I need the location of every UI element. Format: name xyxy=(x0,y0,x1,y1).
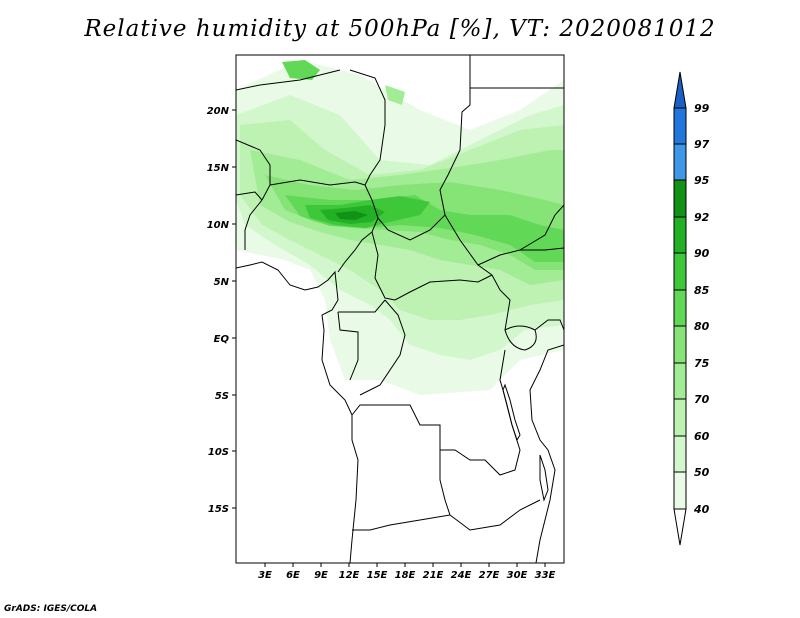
lon-label: 21E xyxy=(423,570,444,581)
border-sudan-ethiopia xyxy=(519,204,564,251)
lat-label: 10N xyxy=(207,220,230,231)
colorbar-label: 92 xyxy=(694,211,710,224)
border-mali-burkina xyxy=(236,191,263,201)
colorbar-label: 70 xyxy=(694,393,710,406)
footer-credit: GrADS: IGES/COLA xyxy=(4,604,98,614)
lake-tanganyika xyxy=(502,383,521,442)
colorbar-segment-90-92 xyxy=(673,216,687,254)
lon-label: 30E xyxy=(507,570,528,581)
lat-label: 15N xyxy=(207,163,230,174)
border-drc-uganda xyxy=(491,274,511,331)
colorbar-segment-40-50 xyxy=(673,471,687,510)
lat-label: EQ xyxy=(214,334,230,345)
colorbar-segment-70-75 xyxy=(673,362,687,400)
map-frame xyxy=(235,54,565,564)
colorbar-segment-50-60 xyxy=(673,435,687,473)
coastline-east-africa xyxy=(529,344,564,563)
lon-label: 12E xyxy=(339,570,360,581)
lake-malawi xyxy=(539,454,549,502)
border-zambia-south xyxy=(449,499,541,531)
lon-label: 33E xyxy=(535,570,556,581)
colorbar-segment-75-80 xyxy=(673,325,687,364)
border-west-niger xyxy=(236,139,271,250)
colorbar-label: 95 xyxy=(694,174,710,187)
colorbar-segment-85-90 xyxy=(673,252,687,291)
latitude-axis: 20N 15N 10N 5N EQ 5S 10S 15S xyxy=(207,106,236,515)
border-nigeria-cameroon xyxy=(337,184,379,273)
rh-north-patch xyxy=(282,60,320,80)
colorbar-label: 75 xyxy=(694,357,710,370)
colorbar-segment-97-99 xyxy=(673,107,687,145)
lon-label: 15E xyxy=(367,570,388,581)
lat-label: 10S xyxy=(208,447,229,458)
rh-92-95-region xyxy=(335,211,368,220)
lat-label: 5S xyxy=(215,391,229,402)
colorbar-segment-60-70 xyxy=(673,398,687,437)
rh-north-patch-2 xyxy=(385,85,405,105)
lon-label: 18E xyxy=(395,570,416,581)
colorbar-labels: 99 97 95 92 90 85 80 75 70 60 50 40 xyxy=(693,102,710,516)
border-egypt-sudan xyxy=(439,55,471,216)
colorbar-label: 85 xyxy=(694,284,710,297)
lat-label: 5N xyxy=(214,277,230,288)
lon-label: 3E xyxy=(258,570,272,581)
border-cameroon-congo xyxy=(338,299,386,313)
border-chad-car xyxy=(377,214,493,276)
colorbar-label: 50 xyxy=(694,466,710,479)
colorbar-segment-92-95 xyxy=(673,179,687,218)
border-congo-drc xyxy=(359,299,406,396)
colorbar-label: 99 xyxy=(694,102,710,115)
longitude-axis: 3E 6E 9E 12E 15E 18E 21E 24E 27E 30E 33E xyxy=(258,563,556,581)
colorbar xyxy=(673,71,687,546)
colorbar-label: 60 xyxy=(694,430,710,443)
colorbar-segment-bottom-arrow xyxy=(673,508,687,546)
colorbar-segment-top-arrow xyxy=(673,71,687,109)
border-niger-nigeria xyxy=(269,179,366,186)
colorbar-segment-80-85 xyxy=(673,289,687,327)
lon-label: 24E xyxy=(451,570,472,581)
border-cameroon-car xyxy=(371,231,493,301)
colorbar-label: 40 xyxy=(693,503,710,516)
border-libya-chad xyxy=(349,69,386,186)
coastline-west-africa xyxy=(236,261,359,563)
border-gabon xyxy=(337,311,359,381)
colorbar-segment-95-97 xyxy=(673,143,687,181)
lake-victoria xyxy=(504,325,537,351)
colorbar-label: 97 xyxy=(694,138,710,151)
colorbar-label: 90 xyxy=(694,247,710,260)
border-kenya xyxy=(534,319,564,331)
lon-label: 6E xyxy=(286,570,300,581)
lon-label: 9E xyxy=(314,570,328,581)
border-drc-east xyxy=(351,349,521,476)
chart-title: Relative humidity at 500hPa [%], VT: 202… xyxy=(84,16,716,42)
lat-label: 20N xyxy=(207,106,230,117)
humidity-field xyxy=(236,60,564,395)
colorbar-label: 80 xyxy=(694,320,710,333)
border-algeria-niger xyxy=(236,69,341,91)
map-lines xyxy=(236,55,564,563)
border-angola-zambia xyxy=(352,450,451,531)
lat-label: 15S xyxy=(208,504,229,515)
lon-label: 27E xyxy=(479,570,500,581)
